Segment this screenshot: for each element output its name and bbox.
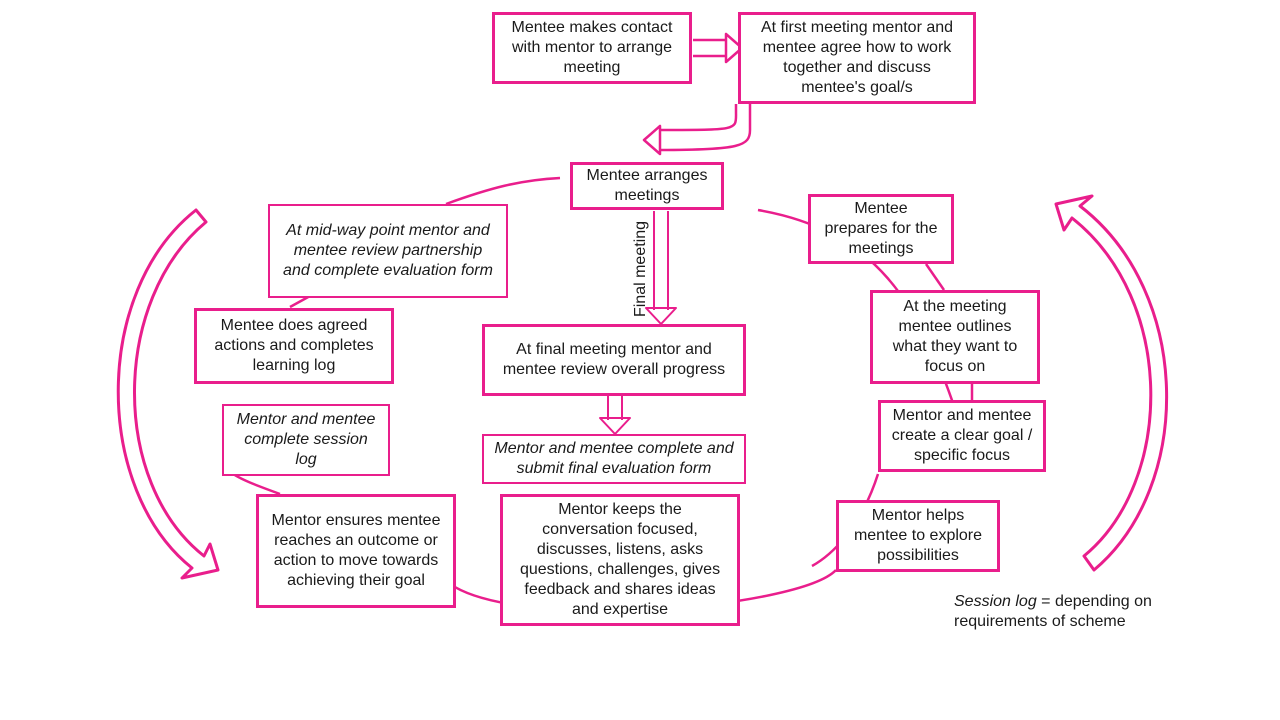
node-text: Mentee does agreed actions and completes… — [197, 310, 391, 382]
flowchart-canvas: Mentee makes contact with mentor to arra… — [0, 0, 1280, 720]
node-n13: At final meeting mentor and mentee revie… — [482, 324, 746, 396]
edge-big-arc-left — [118, 210, 218, 578]
edge-seg-n4-n5 — [926, 264, 944, 290]
node-n11: Mentee does agreed actions and completes… — [194, 308, 394, 384]
node-text: Mentee prepares for the meetings — [811, 193, 951, 265]
node-text: Mentor keeps the conversation focused, d… — [503, 494, 737, 626]
edge-e-n2-n3 — [644, 104, 750, 154]
node-n2: At first meeting mentor and mentee agree… — [738, 12, 976, 104]
node-text: Mentor and mentee complete session log — [224, 404, 388, 476]
node-text: At first meeting mentor and mentee agree… — [741, 12, 973, 104]
node-text: Mentee makes contact with mentor to arra… — [495, 12, 689, 84]
node-text: Mentor helps mentee to explore possibili… — [839, 500, 997, 572]
node-n12: At mid-way point mentor and mentee revie… — [268, 204, 508, 298]
node-n5: At the meeting mentee outlines what they… — [870, 290, 1040, 384]
edge-e-n1-n2 — [693, 34, 742, 62]
node-text: At the meeting mentee outlines what they… — [873, 291, 1037, 383]
edge-e-n13-n14 — [600, 396, 630, 434]
label-final-label: Final meeting — [626, 214, 656, 324]
edge-cycle-arc-n12-n3 — [446, 178, 560, 204]
node-text: At final meeting mentor and mentee revie… — [485, 334, 743, 386]
node-n9: Mentor ensures mentee reaches an outcome… — [256, 494, 456, 608]
node-text: Mentor ensures mentee reaches an outcome… — [259, 505, 453, 597]
node-n1: Mentee makes contact with mentor to arra… — [492, 12, 692, 84]
node-text: Mentee arranges meetings — [573, 160, 721, 212]
edge-big-arc-right — [1056, 196, 1167, 570]
node-n7: Mentor helps mentee to explore possibili… — [836, 500, 1000, 572]
node-text: At mid-way point mentor and mentee revie… — [270, 215, 506, 287]
node-n10: Mentor and mentee complete session log — [222, 404, 390, 476]
node-n8: Mentor keeps the conversation focused, d… — [500, 494, 740, 626]
node-text: Mentor and mentee create a clear goal / … — [881, 400, 1043, 472]
label-sessionlog-note: Session log = depending on requirements … — [954, 592, 1214, 632]
node-n3: Mentee arranges meetings — [570, 162, 724, 210]
node-n14: Mentor and mentee complete and submit fi… — [482, 434, 746, 484]
node-text: Mentor and mentee complete and submit fi… — [484, 433, 744, 485]
node-n4: Mentee prepares for the meetings — [808, 194, 954, 264]
node-n6: Mentor and mentee create a clear goal / … — [878, 400, 1046, 472]
